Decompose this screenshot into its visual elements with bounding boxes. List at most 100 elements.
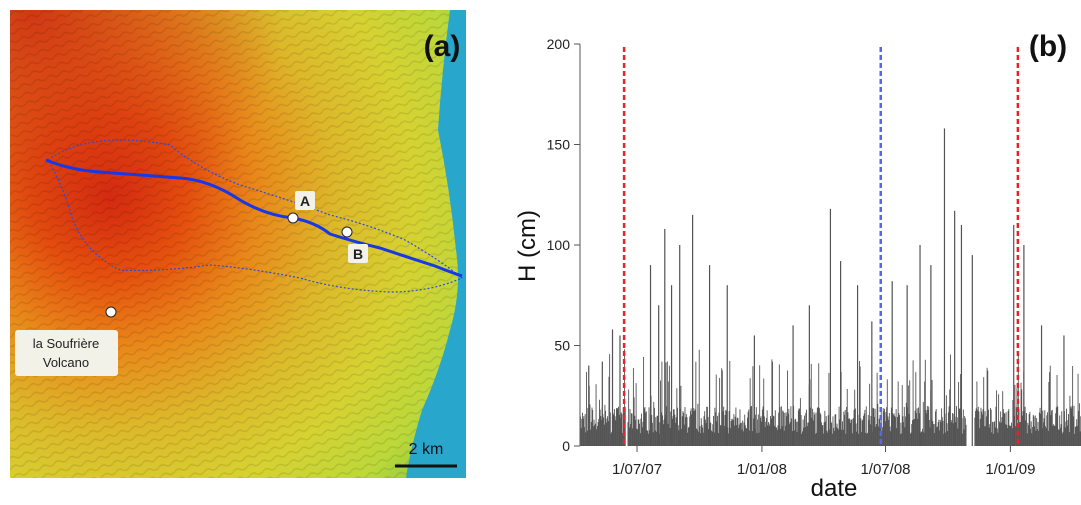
bar: [715, 412, 716, 446]
bar: [586, 430, 588, 446]
bar: [814, 414, 816, 446]
bar: [733, 414, 735, 446]
bar: [735, 407, 737, 446]
bar: [607, 416, 609, 446]
bar: [759, 417, 761, 446]
bar: [1007, 428, 1008, 446]
bar: [949, 389, 951, 446]
bar: [683, 424, 685, 446]
bar: [905, 402, 907, 446]
bar: [994, 427, 996, 446]
bar: [1062, 431, 1064, 446]
bar: [883, 411, 885, 446]
bar: [1057, 406, 1059, 446]
bar: [940, 422, 942, 446]
bar: [816, 432, 818, 446]
bar: [1068, 413, 1070, 446]
bar: [903, 407, 905, 446]
bar: [951, 419, 953, 446]
peak-bar: [664, 228, 666, 446]
bar: [850, 419, 852, 446]
bar: [693, 408, 695, 446]
bar: [1049, 372, 1050, 446]
bar: [1004, 424, 1006, 446]
bar: [695, 361, 697, 446]
bar: [633, 397, 635, 446]
bar: [677, 407, 678, 446]
bar: [795, 418, 797, 446]
bar: [822, 425, 824, 446]
bar: [730, 428, 731, 446]
bar: [894, 417, 896, 446]
bar: [636, 428, 638, 446]
bar: [825, 421, 826, 446]
bar: [628, 427, 630, 446]
watershed-outline: [47, 139, 464, 293]
bar: [900, 422, 902, 446]
bar: [711, 430, 712, 446]
bar: [1056, 374, 1058, 446]
bar: [1047, 412, 1048, 446]
bar: [785, 412, 787, 446]
bar: [1031, 433, 1033, 446]
bar: [710, 423, 712, 446]
bar: [616, 407, 618, 446]
bar: [863, 415, 864, 446]
bar: [997, 432, 999, 446]
bar: [734, 416, 736, 446]
bar: [668, 365, 670, 446]
bar: [1061, 411, 1063, 446]
bar: [719, 424, 721, 446]
bar: [698, 349, 700, 446]
bar: [985, 426, 987, 446]
bar: [728, 411, 730, 446]
bar: [741, 429, 743, 446]
bar: [610, 433, 612, 446]
bar: [721, 370, 723, 446]
peak-bar: [891, 281, 893, 446]
bar: [859, 366, 861, 446]
bar: [995, 406, 997, 446]
bar: [766, 417, 767, 446]
bar: [651, 422, 653, 446]
bar: [1054, 425, 1056, 446]
bar: [902, 416, 904, 446]
bar: [916, 408, 918, 446]
bar: [615, 408, 617, 446]
bar: [1036, 428, 1038, 446]
peak-bar: [840, 261, 842, 446]
bar: [1059, 427, 1061, 446]
bar: [793, 430, 795, 446]
bar: [653, 402, 655, 446]
bar: [818, 408, 820, 446]
bar: [730, 421, 732, 446]
bar: [901, 433, 903, 446]
bar: [1044, 410, 1046, 446]
bar: [1075, 426, 1077, 446]
bar: [599, 409, 601, 446]
bar: [1079, 431, 1081, 446]
bar: [737, 417, 739, 446]
bar: [622, 433, 623, 446]
bar: [768, 425, 770, 446]
y-tick-label: 200: [547, 36, 571, 52]
bar: [868, 420, 870, 446]
bar: [727, 433, 729, 446]
bar: [1069, 395, 1071, 446]
peak-bar: [954, 210, 956, 446]
bar: [962, 433, 964, 446]
bar: [667, 423, 669, 446]
bar: [924, 359, 926, 446]
bar: [681, 429, 683, 446]
bar: [705, 423, 707, 446]
bar: [601, 419, 602, 446]
bar: [983, 377, 985, 446]
bar: [960, 374, 962, 446]
bar: [1020, 382, 1022, 446]
bar: [797, 421, 799, 446]
bar: [662, 415, 664, 446]
y-tick-label: 50: [554, 338, 570, 354]
bar: [846, 406, 848, 446]
peak-bar: [649, 265, 652, 446]
bar: [591, 407, 593, 446]
